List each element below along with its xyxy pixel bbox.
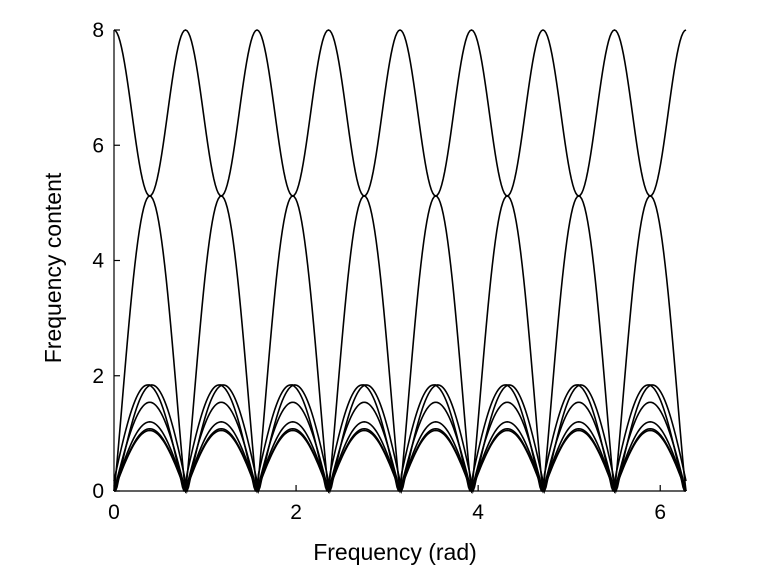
y-tick-label: 4 [92,250,104,273]
axes-layer: 0 2 4 6 0 2 4 6 8 [92,19,686,524]
y-tick-label: 2 [92,365,104,388]
y-tick-label: 8 [92,19,104,42]
series-layer [113,29,687,495]
x-axis-title: Frequency (rad) [313,539,477,565]
series-line-3 [114,384,687,495]
y-tick-label: 6 [92,134,104,157]
x-tick-label: 2 [290,501,302,524]
y-axis-title: Frequency content [40,172,66,363]
x-tick-label: 4 [472,501,484,524]
y-tick-label: 0 [92,480,104,503]
x-tick-label: 6 [654,501,666,524]
x-tick-label: 0 [108,501,120,524]
series-line-1 [113,29,687,492]
